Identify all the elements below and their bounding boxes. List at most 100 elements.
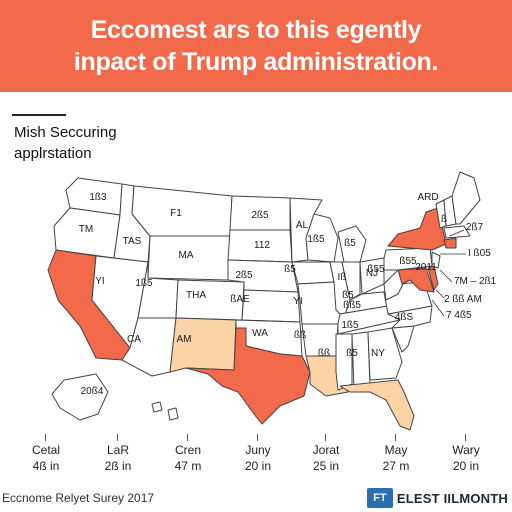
label-tn: 1ß5 — [341, 320, 359, 331]
source-note: Eccnome Relyet Surey 2017 — [2, 491, 155, 505]
label-mi: ß5 — [344, 238, 356, 249]
legend-label: Cetal — [31, 443, 60, 457]
label-oh: NJ — [366, 268, 378, 279]
label-nv: YI — [95, 276, 104, 287]
label-me: ARD — [417, 192, 438, 203]
subtitle: Mish Seccuring applrstation — [14, 122, 117, 164]
label-ut: 1ß5 — [135, 278, 153, 289]
callout-1: 2ß7 — [466, 222, 484, 233]
label-mn: AL — [296, 220, 309, 231]
callout-5: 7 4ß5 — [446, 310, 472, 321]
legend-item: LaR 2ß in — [88, 434, 148, 474]
label-nm: AM — [177, 334, 192, 345]
callout-lines — [431, 229, 466, 317]
state-wi — [305, 213, 339, 263]
label-id: TAS — [123, 236, 142, 247]
legend-item: Wary 20 in — [436, 434, 496, 474]
subtitle-line-2: applrstation — [14, 145, 92, 162]
legend-label: Juny — [245, 443, 271, 457]
legend-item: Jorat 25 in — [296, 434, 356, 474]
state-ct — [443, 237, 457, 249]
subtitle-line-1: Mish Seccuring — [14, 124, 117, 141]
label-ky: ßß5 — [343, 300, 361, 311]
state-hi-1 — [151, 401, 163, 413]
subtitle-rule — [12, 114, 66, 116]
label-ia: ß5 — [284, 264, 296, 275]
label-il: Iß — [338, 272, 347, 283]
legend-tick — [325, 434, 326, 441]
brand-logo-icon: FT — [366, 488, 393, 508]
legend-label: Wary — [452, 443, 480, 457]
label-wi: 1ß5 — [307, 234, 325, 245]
state-ny — [387, 207, 447, 251]
us-map: 1ß3 TM TAS F1 2ß5 AL 1ß5 ß5 YI 1ß5 MA 11… — [47, 171, 497, 431]
legend-value: 47 m — [174, 459, 202, 473]
callout-2: I ß05 — [468, 248, 491, 259]
state-nm — [169, 317, 237, 373]
label-nh: ß — [441, 214, 447, 225]
legend-value: 25 in — [312, 459, 340, 473]
legend-label: May — [384, 443, 408, 457]
legend-tick — [257, 434, 258, 441]
label-ak: 20ß4 — [81, 386, 104, 397]
state-fl — [339, 379, 415, 431]
label-az: CA — [127, 334, 141, 345]
state-wv — [383, 269, 405, 301]
legend-value: 20 in — [452, 459, 480, 473]
legend-label: Jorat — [312, 443, 340, 457]
label-ks: ßAE — [230, 294, 250, 305]
legend-tick — [187, 434, 188, 441]
state-nj — [431, 251, 441, 269]
label-pa: 2011 — [415, 262, 437, 273]
label-al: ß5 — [346, 348, 358, 359]
legend-label: LaR — [106, 443, 129, 457]
legend-tick — [395, 434, 396, 441]
label-va: ß55 — [399, 256, 417, 267]
state-me — [451, 171, 481, 225]
legend-item: Cetal 4ß in — [16, 434, 76, 474]
legend-tick — [45, 434, 46, 441]
legend-tick — [117, 434, 118, 441]
title-line-1: Eccomest ars to this egently — [90, 16, 422, 44]
callout-3: 7M – 2ß1 — [454, 276, 497, 287]
brand-name: ELEST IILMONTH — [396, 490, 508, 506]
footer: Eccnome Relyet Surey 2017 FT ELEST IILMO… — [0, 482, 512, 512]
state-mt — [131, 185, 233, 237]
state-ga — [367, 327, 403, 381]
state-hi-2 — [167, 407, 179, 421]
label-mo: YI — [293, 296, 302, 307]
legend-item: May 27 m — [366, 434, 426, 474]
legend-value: 20 in — [244, 459, 272, 473]
state-ks — [241, 289, 301, 323]
state-mi — [337, 225, 367, 263]
label-in: ß5 — [342, 290, 354, 301]
legend-item: Juny 20 in — [228, 434, 288, 474]
label-ms: ßß — [318, 348, 330, 359]
title-banner: Eccomest ars to this egently inpact of T… — [0, 0, 512, 92]
label-mt: F1 — [170, 208, 182, 219]
legend-label: Cren — [174, 443, 201, 457]
title-line-2: inpact of Trump administration. — [73, 48, 439, 76]
brand: FT ELEST IILMONTH — [366, 488, 508, 508]
label-ne: 2ß5 — [235, 270, 253, 281]
state-ak — [51, 373, 109, 421]
label-wa: 1ß3 — [89, 192, 107, 203]
legend-value: 2ß in — [104, 459, 132, 473]
legend-tick — [465, 434, 466, 441]
state-ms — [335, 333, 353, 391]
label-ga: NY — [371, 348, 385, 359]
legend-value: 27 m — [382, 459, 410, 473]
callout-4: 2 ßß AM — [444, 294, 482, 305]
legend: Cetal 4ß in LaR 2ß in Cren 47 m Juny 20 … — [0, 434, 512, 476]
label-nd: 2ß5 — [251, 210, 269, 221]
label-or: TM — [79, 224, 93, 235]
label-ok: WA — [252, 328, 268, 339]
legend-value: 4ß in — [32, 459, 60, 473]
state-ia — [291, 261, 335, 285]
state-al — [351, 331, 371, 391]
state-tx — [185, 327, 311, 425]
label-sd: 112 — [254, 240, 270, 251]
state-in — [341, 261, 361, 301]
label-ar: ßß — [294, 330, 306, 341]
label-wy: MA — [179, 250, 194, 261]
